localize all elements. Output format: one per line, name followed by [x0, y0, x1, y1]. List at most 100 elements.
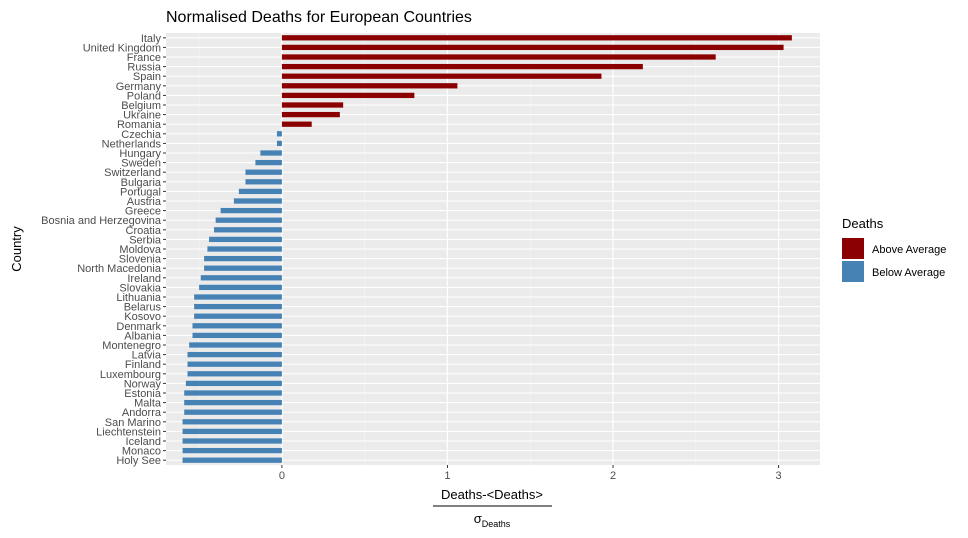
y-tick-label: Montenegro — [102, 340, 161, 352]
x-tick-label: 1 — [444, 470, 450, 482]
y-tick-label: Denmark — [116, 321, 161, 333]
bar — [220, 207, 282, 214]
bar — [276, 140, 282, 147]
y-tick-label: Malta — [134, 398, 162, 410]
y-tick-label: Russia — [127, 62, 162, 74]
bar — [245, 179, 282, 185]
bar — [281, 73, 602, 79]
bar — [281, 44, 784, 51]
legend-label-above: Above Average — [872, 244, 946, 256]
y-tick-label: Albania — [124, 330, 162, 342]
bar — [182, 447, 282, 454]
y-tick-label: Netherlands — [102, 138, 162, 150]
y-axis-title: Country — [9, 226, 24, 272]
y-tick-label: Luxembourg — [100, 369, 161, 381]
bar — [192, 323, 282, 329]
y-tick-label: Belarus — [124, 302, 162, 314]
bar — [184, 409, 282, 415]
y-tick-label: Liechtenstein — [96, 426, 161, 438]
bar — [204, 265, 282, 271]
legend-key-below — [842, 261, 864, 282]
bar — [194, 313, 282, 319]
bar — [187, 371, 282, 377]
y-tick-label: Germany — [116, 81, 162, 93]
y-tick-label: Andorra — [122, 407, 162, 419]
y-tick-label: Iceland — [126, 436, 161, 448]
y-tick-label: Bulgaria — [121, 177, 162, 189]
y-tick-label: Norway — [124, 378, 162, 390]
bar — [182, 457, 282, 463]
bar — [207, 246, 282, 252]
legend-title: Deaths — [842, 216, 884, 231]
y-tick-label: Poland — [127, 90, 161, 102]
y-tick-label: Slovenia — [119, 254, 162, 266]
bar — [281, 63, 643, 70]
y-tick-label: Bosnia and Herzegovina — [41, 215, 162, 227]
y-tick-label: Romania — [117, 119, 162, 131]
bar — [255, 159, 282, 166]
bars — [182, 35, 792, 463]
legend-key-above — [842, 238, 864, 259]
y-tick-label: Holy See — [116, 455, 161, 467]
x-axis-title-denominator: σDeaths — [474, 511, 511, 529]
y-tick-label: Ireland — [127, 273, 161, 285]
y-tick-label: Austria — [127, 196, 162, 208]
bar — [204, 255, 282, 262]
bar — [281, 111, 340, 118]
bar — [215, 217, 282, 223]
x-tick-label: 0 — [279, 470, 285, 482]
y-tick-label: Croatia — [126, 225, 162, 237]
bar — [214, 227, 282, 233]
y-tick-label: Sweden — [121, 158, 161, 170]
x-axis-title-subscript: Deaths — [482, 519, 511, 529]
legend-label-below: Below Average — [872, 267, 945, 279]
x-axis-title-numerator: Deaths-<Deaths> — [441, 487, 543, 502]
y-tick-label: Serbia — [129, 234, 162, 246]
bar — [245, 169, 282, 175]
y-tick-label: Monaco — [122, 446, 161, 458]
bar — [194, 303, 282, 310]
bar — [194, 294, 282, 300]
bar — [182, 419, 282, 425]
y-tick-label: Greece — [125, 206, 161, 218]
y-tick-label: Kosovo — [124, 311, 161, 323]
y-tick-label: Lithuania — [116, 292, 162, 304]
x-axis-title-sigma: σ — [474, 511, 482, 526]
y-tick-label: Slovakia — [119, 282, 161, 294]
legend: Deaths Above Average Below Average — [842, 216, 946, 282]
bar — [260, 150, 282, 156]
bar — [185, 380, 282, 387]
x-tick-label: 3 — [776, 470, 782, 482]
bar — [281, 102, 344, 108]
bar — [209, 236, 282, 243]
y-tick-label: North Macedonia — [77, 263, 162, 275]
y-tick-label: Spain — [133, 71, 161, 83]
bar — [281, 92, 415, 99]
y-tick-label: Czechia — [121, 129, 162, 141]
bar — [238, 188, 282, 195]
bar — [200, 275, 282, 281]
y-tick-label: Italy — [141, 33, 162, 45]
y-tick-label: San Marino — [105, 417, 161, 429]
y-tick-label: Finland — [125, 359, 161, 371]
bar — [192, 332, 282, 339]
y-tick-label: United Kingdom — [83, 42, 161, 54]
y-tick-label: Hungary — [119, 148, 161, 160]
y-tick-label: Ukraine — [123, 110, 161, 122]
y-tick-label: Latvia — [132, 350, 162, 362]
chart-title: Normalised Deaths for European Countries — [166, 9, 472, 26]
y-tick-label: Estonia — [124, 388, 162, 400]
y-tick-label: Portugal — [120, 186, 161, 198]
bar — [189, 342, 282, 348]
bar — [184, 390, 282, 396]
bar — [187, 361, 282, 367]
y-tick-label: Switzerland — [104, 167, 161, 179]
y-tick-label: Belgium — [121, 100, 161, 112]
bar — [276, 131, 282, 137]
bar — [184, 399, 282, 406]
bar — [281, 121, 312, 127]
bar — [187, 351, 282, 358]
bar — [199, 284, 282, 291]
